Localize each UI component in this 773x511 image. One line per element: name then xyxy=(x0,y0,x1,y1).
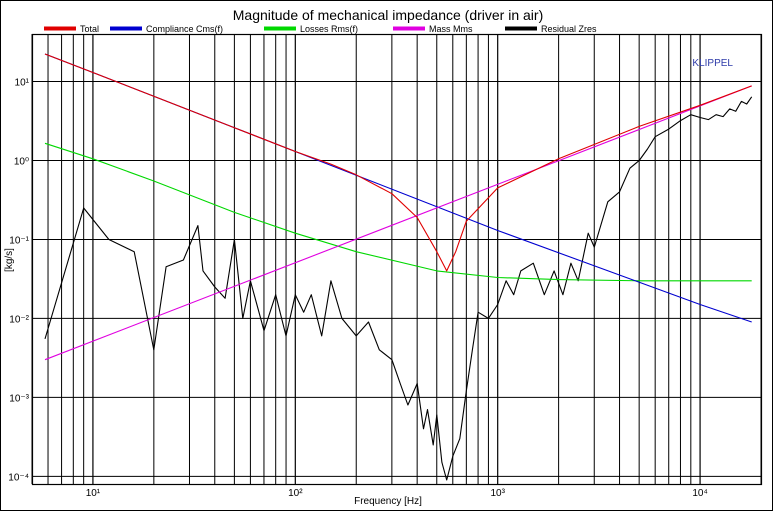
legend-label: Mass Mms xyxy=(429,24,473,34)
series-lines xyxy=(44,53,753,481)
y-tick-labels: 10¹ 10⁰ 10⁻¹ 10⁻² 10⁻³ 10⁻⁴ xyxy=(8,78,29,484)
chart-title: Magnitude of mechanical impedance (drive… xyxy=(233,7,543,23)
y-tick-label: 10⁰ xyxy=(14,157,29,168)
klippel-watermark: KLIPPEL xyxy=(692,58,733,69)
y-tick-label: 10¹ xyxy=(15,78,30,89)
x-tick-labels: 10¹ 10² 10³ 10⁴ xyxy=(86,488,708,499)
series-line-mass-mms xyxy=(44,85,752,361)
y-tick-label: 10⁻¹ xyxy=(9,235,29,246)
legend-label: Total xyxy=(80,24,99,34)
x-axis-label: Frequency [Hz] xyxy=(354,496,422,507)
x-tick-label: 10¹ xyxy=(86,488,101,499)
plot-frame xyxy=(31,33,763,486)
y-tick-label: 10⁻⁴ xyxy=(8,472,29,483)
series-line-residual-zres xyxy=(44,96,753,481)
series-line-losses-rms-f xyxy=(44,142,752,282)
y-axis-label: [kg/s] xyxy=(4,248,15,272)
y-tick-label: 10⁻³ xyxy=(9,393,29,404)
x-tick-label: 10⁴ xyxy=(692,488,707,499)
series-line-total xyxy=(44,53,752,272)
legend-label: Residual Zres xyxy=(541,24,597,34)
x-tick-label: 10² xyxy=(288,488,303,499)
legend-label: Losses Rms(f) xyxy=(300,24,358,34)
x-tick-label: 10³ xyxy=(490,488,505,499)
legend: Total Compliance Cms(f) Losses Rms(f) Mass … xyxy=(44,24,597,34)
legend-label: Compliance Cms(f) xyxy=(146,24,223,34)
y-tick-label: 10⁻² xyxy=(9,314,29,325)
